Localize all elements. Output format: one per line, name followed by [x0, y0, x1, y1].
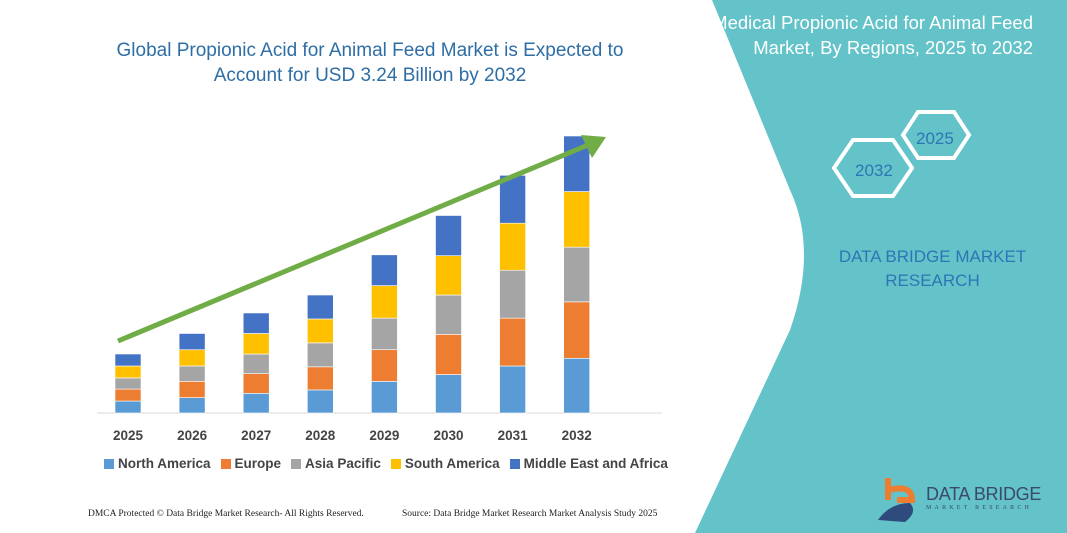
bar-segment-europe-2027	[242, 373, 270, 394]
bar-segment-europe-2031	[499, 317, 526, 367]
bar-segment-middle-east-and-africa-2027	[242, 312, 270, 334]
bar-segment-south-america-2028	[306, 318, 334, 344]
bar-segment-north-america-2031	[499, 365, 526, 414]
legend-swatch	[291, 458, 302, 469]
x-tick-label: 2026	[177, 428, 208, 443]
bar-segment-south-america-2026	[178, 349, 206, 367]
legend-label: South America	[404, 456, 500, 471]
x-tick-label: 2029	[369, 428, 399, 443]
legend-label: Europe	[234, 456, 282, 471]
legend-item: Middle East and Africa	[509, 456, 668, 471]
x-tick-label: 2025	[113, 428, 144, 443]
bar-segment-north-america-2030	[435, 374, 462, 414]
hexagon-2025	[900, 110, 972, 160]
legend-item: Europe	[220, 456, 282, 471]
legend-label: Asia Pacific	[305, 456, 381, 471]
footer-source: Source: Data Bridge Market Research Mark…	[402, 509, 658, 519]
bar-segment-north-america-2032	[563, 357, 591, 414]
bar-segment-south-america-2025	[114, 365, 142, 379]
bar-segment-europe-2029	[371, 349, 398, 382]
logo-subtitle: MARKET RESEARCH	[926, 505, 1033, 511]
legend: North America Europe Asia Pacific South …	[104, 456, 668, 471]
footer-copyright: DMCA Protected © Data Bridge Market Rese…	[88, 509, 364, 519]
trend-arrow	[117, 135, 606, 344]
side-panel-title: Medical Propionic Acid for Animal Feed M…	[712, 12, 1033, 58]
bar-segment-south-america-2029	[371, 285, 398, 319]
hex-label-2025: 2025	[916, 129, 954, 148]
bar-segment-south-america-2030	[435, 255, 462, 296]
bar-segment-asia-pacific-2030	[435, 294, 462, 335]
legend-item: Asia Pacific	[291, 456, 381, 471]
bar-segment-north-america-2025	[114, 400, 142, 414]
bar-segment-middle-east-and-africa-2030	[435, 215, 462, 256]
x-tick-label: 2027	[241, 428, 271, 443]
bar-segment-north-america-2029	[371, 381, 398, 414]
bar-segment-north-america-2028	[306, 389, 334, 414]
bar-segment-middle-east-and-africa-2026	[178, 333, 206, 351]
bar-segment-south-america-2032	[563, 191, 591, 248]
legend-swatch	[220, 458, 231, 469]
bar-segment-middle-east-and-africa-2025	[114, 353, 142, 367]
bar-segment-middle-east-and-africa-2031	[499, 175, 526, 224]
bar-segment-north-america-2027	[242, 393, 270, 414]
hexagon-2032	[831, 138, 915, 198]
bar-segment-europe-2032	[563, 301, 591, 359]
legend-swatch	[104, 458, 114, 469]
legend-swatch	[509, 458, 520, 469]
bar-segment-europe-2025	[114, 388, 142, 402]
chart-title: Global Propionic Acid for Animal Feed Ma…	[116, 40, 624, 86]
side-panel-shape	[695, 0, 1067, 533]
bar-segment-asia-pacific-2029	[371, 317, 398, 351]
bar-segment-south-america-2031	[499, 222, 526, 271]
x-tick-label: 2032	[562, 428, 592, 443]
bar-segment-asia-pacific-2026	[178, 365, 206, 382]
bar-segment-asia-pacific-2031	[499, 269, 526, 319]
x-tick-label: 2030	[433, 428, 463, 443]
bar-segment-middle-east-and-africa-2029	[371, 254, 398, 286]
legend-swatch	[390, 458, 401, 469]
bar-segment-south-america-2027	[242, 333, 270, 355]
bar-segment-middle-east-and-africa-2028	[306, 294, 334, 320]
bar-segment-asia-pacific-2032	[563, 246, 591, 303]
bar-segment-asia-pacific-2025	[114, 377, 142, 390]
bar-segment-europe-2030	[435, 334, 462, 375]
legend-label: Middle East and Africa	[523, 456, 668, 471]
x-tick-label: 2028	[305, 428, 336, 443]
logo-icon	[878, 478, 916, 522]
x-tick-label: 2031	[498, 428, 529, 443]
legend-item: North America	[104, 456, 211, 471]
brand-text: DATA BRIDGE MARKET RESEARCH	[838, 247, 1027, 290]
bar-segment-europe-2026	[178, 381, 206, 398]
logo-name: DATA BRIDGE	[926, 484, 1042, 504]
bar-segment-asia-pacific-2028	[306, 342, 334, 368]
legend-item: South America	[390, 456, 500, 471]
legend-label: North America	[118, 456, 211, 471]
bar-segment-north-america-2026	[178, 397, 206, 414]
bar-segment-asia-pacific-2027	[242, 353, 270, 374]
hex-label-2032: 2032	[855, 161, 893, 180]
bar-segment-europe-2028	[306, 366, 334, 391]
